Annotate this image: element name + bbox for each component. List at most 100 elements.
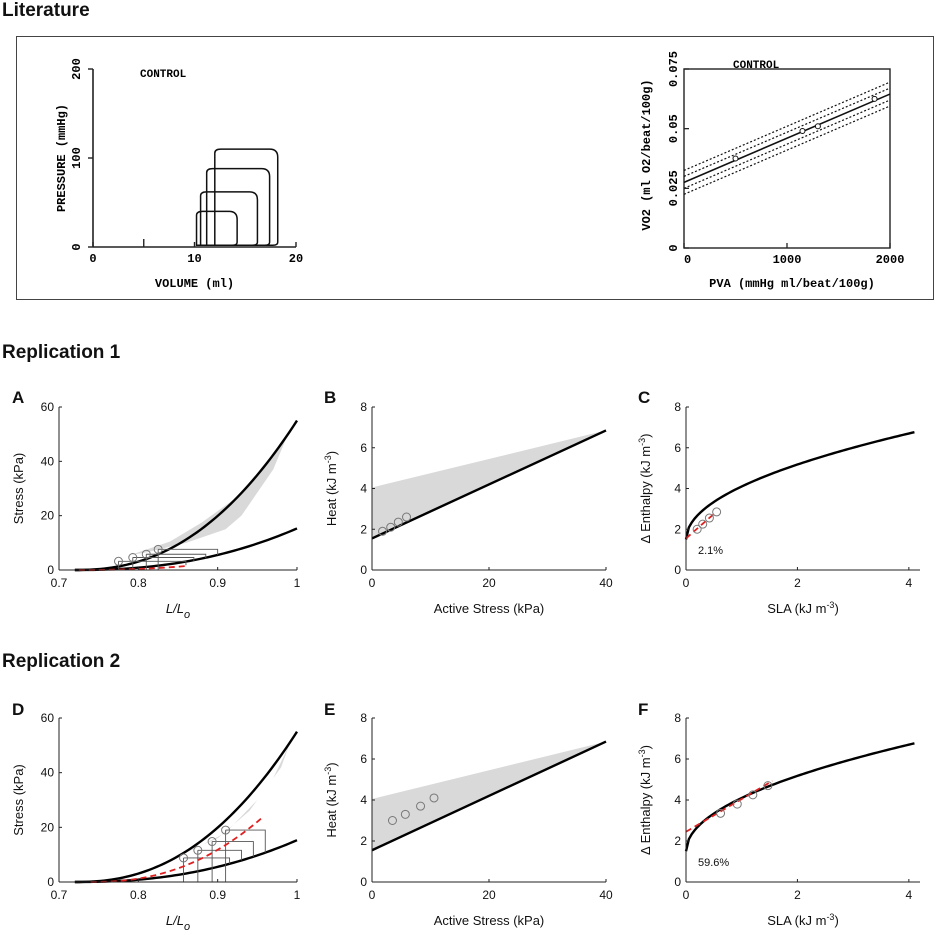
y-tick-label: 0.025 [667, 170, 681, 206]
work-loop [132, 557, 195, 570]
data-point [207, 837, 217, 847]
y-tick-label: 4 [360, 482, 367, 496]
y-axis-label: PRESSURE (mmHg) [55, 104, 69, 212]
x-axis-label: L/Lo [166, 913, 190, 933]
y-tick-label: 0 [674, 875, 681, 889]
y-tick-label: 6 [360, 441, 367, 455]
x-tick-label: 2 [794, 576, 801, 590]
heat-line [371, 740, 607, 852]
x-axis-label-text: L/L [166, 601, 184, 616]
y-tick-label: 0 [47, 875, 54, 889]
x-axis-label-sub: o [184, 921, 190, 933]
y-axis-label-text: Δ Enthalpy (kJ m [638, 757, 653, 855]
y-tick-label: 4 [674, 793, 681, 807]
data-point [387, 816, 397, 825]
confidence-band [683, 105, 891, 195]
panel-A: 0 20 40 60 0.7 0.8 0.9 1 Stress (kPa) L/Lo A [11, 388, 301, 621]
data-point [400, 809, 410, 819]
x-axis-label-text: Active Stress (kPa) [434, 601, 545, 616]
y-tick-label: 0 [360, 875, 367, 889]
x-axis-label-sup: -3 [826, 600, 834, 610]
y-tick-label: 40 [41, 766, 55, 780]
replication2-title: Replication 2 [2, 651, 121, 672]
y-tick-label: 0.075 [667, 51, 681, 87]
x-tick-label: 1000 [773, 253, 802, 267]
lit-pv-chart: 0 100 200 0 10 20 CONTROL VOLUME (ml) PRESSURE (… [55, 58, 303, 291]
x-tick-label: 0.7 [51, 576, 68, 590]
confidence-band [683, 87, 891, 177]
y-tick-label: 6 [360, 752, 367, 766]
x-axis-label-text: L/L [166, 913, 184, 928]
data-point [871, 95, 878, 102]
data-point [128, 553, 138, 563]
y-tick-label: 200 [70, 58, 84, 80]
x-tick-label: 0.7 [51, 888, 68, 902]
panel-letter: B [324, 388, 336, 407]
data-point [763, 781, 773, 791]
data-point [193, 845, 203, 855]
x-axis-label-text: SLA (kJ m [767, 913, 826, 928]
pv-loop [195, 210, 238, 246]
shaded-region [130, 431, 290, 556]
y-axis-label: Heat (kJ m-3) [323, 451, 339, 526]
x-tick-label: 2000 [876, 253, 905, 267]
panel-D: 0 20 40 60 0.7 0.8 0.9 1 Stress (kPa) L/Lo D [11, 700, 301, 933]
data-point [141, 549, 151, 559]
x-axis-label-sub: o [184, 609, 190, 621]
work-loop [225, 829, 266, 882]
data-point [716, 808, 726, 818]
data-point [393, 517, 403, 527]
x-axis-label-close: ) [834, 601, 838, 616]
data-point [698, 519, 708, 529]
x-axis-label: VOLUME (ml) [155, 277, 234, 291]
data-point [429, 793, 439, 803]
y-tick-label: 8 [360, 711, 367, 725]
x-tick-label: 20 [482, 576, 496, 590]
panel-letter: E [324, 700, 335, 719]
y-tick-label: 4 [360, 793, 367, 807]
x-axis-label: Active Stress (kPa) [434, 601, 545, 616]
pv-loop [205, 167, 271, 246]
x-axis-label: Active Stress (kPa) [434, 913, 545, 928]
y-tick-label: 20 [41, 820, 55, 834]
y-axis-label: Stress (kPa) [11, 453, 26, 525]
y-axis-label-text: Stress (kPa) [11, 453, 26, 525]
x-tick-label: 40 [599, 576, 613, 590]
x-tick-label: 0.9 [209, 576, 226, 590]
x-axis-label: SLA (kJ m-3) [767, 600, 839, 616]
x-tick-label: 1 [294, 888, 301, 902]
data-point [114, 556, 123, 566]
data-point [221, 825, 231, 835]
x-axis-label: PVA (mmHg ml/beat/100g) [709, 277, 875, 291]
y-axis-label: Δ Enthalpy (kJ m-3) [637, 745, 653, 855]
y-axis-label-close: ) [638, 745, 653, 749]
y-axis-label-close: ) [324, 451, 339, 455]
y-axis-label-text: Δ Enthalpy (kJ m [638, 446, 653, 544]
enthalpy-curve [684, 742, 915, 852]
x-tick-label: 4 [906, 576, 913, 590]
data-point [179, 853, 189, 863]
y-tick-label: 0 [674, 563, 681, 577]
y-axis-label: Δ Enthalpy (kJ m-3) [637, 434, 653, 544]
data-point [704, 513, 714, 523]
y-tick-label: 8 [674, 711, 681, 725]
data-point [692, 524, 702, 534]
y-tick-label: 0 [667, 244, 681, 251]
confidence-band [683, 81, 891, 171]
y-axis-label: Stress (kPa) [11, 764, 26, 836]
y-tick-label: 8 [360, 400, 367, 414]
x-tick-label: 0 [369, 888, 376, 902]
x-axis-label-close: ) [834, 913, 838, 928]
pv-loop [199, 191, 259, 246]
regression-line [683, 93, 891, 184]
data-point [712, 507, 722, 517]
literature-box [16, 36, 934, 300]
data-point [386, 522, 396, 532]
y-axis-label-text: Heat (kJ m [324, 463, 339, 526]
y-tick-label: 6 [674, 752, 681, 766]
y-tick-label: 20 [41, 509, 55, 523]
confidence-band [683, 99, 891, 189]
